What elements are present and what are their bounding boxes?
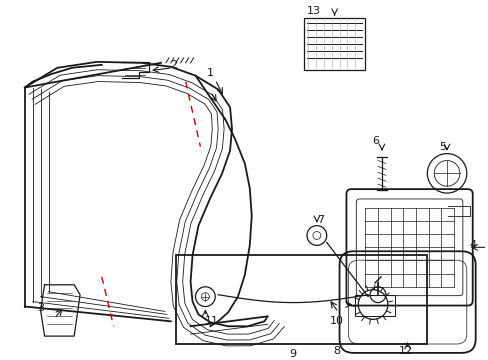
Text: 8: 8 — [332, 346, 340, 356]
Text: 4: 4 — [468, 240, 475, 250]
Text: 9: 9 — [289, 349, 296, 359]
Text: 1: 1 — [206, 68, 213, 78]
Text: 7: 7 — [317, 215, 324, 225]
Text: 6: 6 — [372, 136, 379, 146]
Text: 13: 13 — [306, 5, 320, 15]
Text: 2: 2 — [170, 60, 177, 70]
Bar — [304, 18, 365, 70]
Text: 10: 10 — [329, 316, 343, 326]
Text: 5: 5 — [439, 142, 446, 152]
Bar — [355, 295, 394, 316]
Text: 11: 11 — [205, 316, 219, 326]
Text: 3: 3 — [37, 303, 44, 314]
Bar — [175, 255, 427, 344]
Text: 12: 12 — [398, 346, 412, 356]
